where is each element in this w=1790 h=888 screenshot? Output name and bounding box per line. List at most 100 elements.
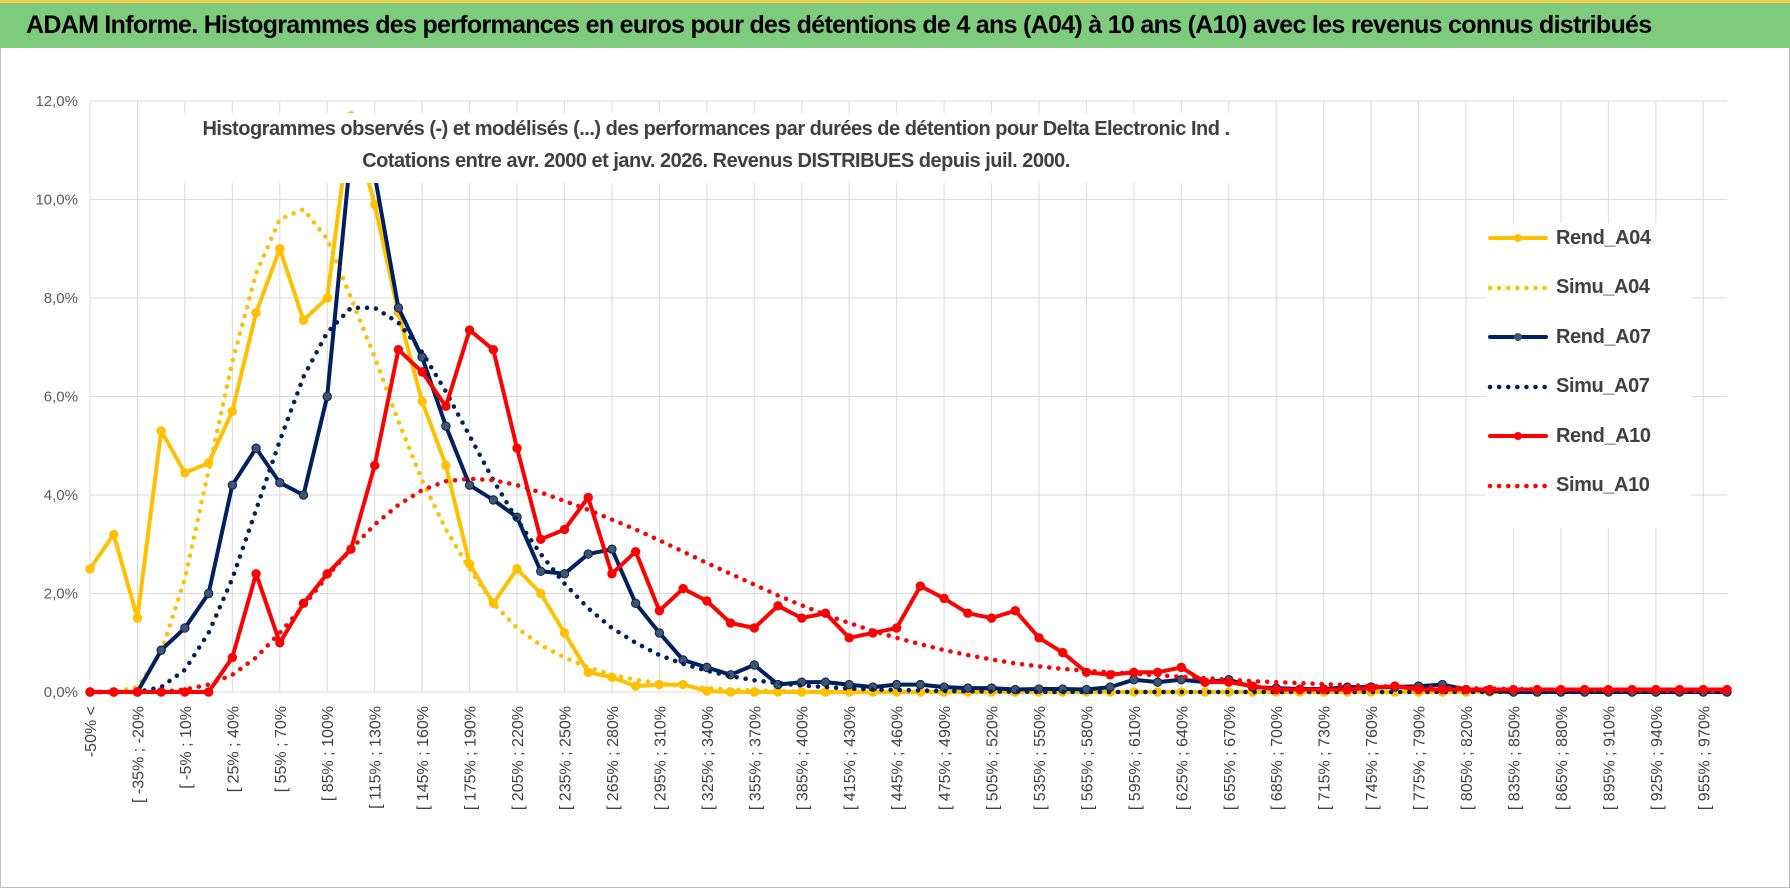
y-tick-label: 4,0% [44, 487, 78, 504]
x-tick-label: [ 925% ; 940% [1649, 706, 1666, 810]
data-point-rend_a10 [417, 367, 427, 377]
data-point-rend_a07 [583, 549, 593, 559]
legend-swatch-simu_a10 [1487, 483, 1549, 488]
chart-title-line-2: Cotations entre avr. 2000 et janv. 2026.… [362, 150, 1070, 172]
x-tick-label: [ 955% ; 970% [1696, 706, 1713, 810]
page-banner: ADAM Informe. Histogrammes des performan… [0, 0, 1790, 48]
data-point-rend_a10 [1271, 684, 1281, 695]
data-point-rend_a04 [441, 460, 451, 471]
legend-marker [1514, 234, 1522, 242]
data-point-rend_a04 [109, 529, 119, 540]
chart-plot: 0,0% 2,0% 4,0% 6,0% 8,0% 10,0% 12,0% -50% < [ -3… [35, 93, 1732, 810]
data-point-rend_a04 [132, 613, 143, 623]
x-tick-label: [ 115% ; 130% [368, 706, 385, 809]
x-tick-label: [ 835% ; 850% [1506, 706, 1523, 810]
data-point-rend_a10 [203, 687, 214, 697]
legend-item-rend_a04: Rend_A04 [1486, 223, 1651, 253]
data-point-rend_a04 [536, 588, 546, 599]
x-tick-label: [ 685% ; 700% [1269, 706, 1286, 810]
data-point-rend_a10 [844, 633, 854, 643]
data-point-rend_a04 [251, 308, 261, 318]
data-point-rend_a04 [417, 396, 427, 407]
data-point-rend_a10 [583, 492, 593, 503]
legend-item-rend_a07: Rend_A07 [1486, 322, 1651, 352]
data-point-rend_a07 [441, 421, 451, 431]
y-tick-label: 12,0% [35, 93, 78, 110]
x-tick-label: [ 355% ; 370% [747, 706, 764, 810]
data-point-rend_a10 [1318, 684, 1329, 695]
data-point-rend_a10 [393, 345, 404, 355]
x-tick-label: [ 385% ; 400% [795, 706, 812, 810]
data-point-rend_a07 [559, 569, 570, 579]
series-line-rend_a10 [88, 328, 1729, 694]
data-point-rend_a04 [298, 315, 309, 325]
x-tick-label: [ -35% ; -20% [130, 706, 147, 803]
x-tick-label: [ 505% ; 520% [985, 706, 1002, 810]
x-tick-label: [ 295% ; 310% [652, 706, 669, 810]
data-point-rend_a07 [203, 588, 214, 599]
data-point-rend_a07 [298, 490, 309, 500]
x-tick-label: [ 25% ; 40% [225, 706, 242, 792]
chart-frame: 0,0% 2,0% 4,0% 6,0% 8,0% 10,0% 12,0% -50% < [ -3… [0, 48, 1790, 888]
x-tick-label: [ 745% ; 760% [1364, 706, 1381, 810]
x-tick-label: [ 535% ; 550% [1032, 706, 1049, 810]
x-tick-label: [ 205% ; 220% [510, 706, 527, 810]
banner-title: ADAM Informe. Histogrammes des performan… [26, 11, 1652, 39]
legend-label: Rend_A07 [1556, 325, 1651, 348]
data-point-rend_a10 [630, 546, 641, 557]
data-point-rend_a04 [583, 667, 593, 677]
data-point-rend_a10 [441, 401, 451, 412]
data-point-rend_a07 [844, 679, 854, 690]
chart-legend: Rend_A04 Simu_A04 Rend_A07 Simu_A07 Rend_A10… [1486, 223, 1691, 528]
data-point-rend_a10 [536, 534, 546, 545]
data-point-rend_a07 [1152, 677, 1163, 687]
legend-swatch-simu_a04 [1487, 285, 1549, 290]
x-tick-label: [ 865% ; 880% [1554, 706, 1571, 810]
data-point-rend_a04 [180, 468, 190, 478]
data-point-rend_a10 [749, 623, 759, 633]
data-point-rend_a07 [275, 477, 285, 488]
data-point-rend_a10 [607, 569, 617, 579]
legend-item-simu_a04: Simu_A04 [1486, 273, 1650, 303]
data-point-rend_a07 [536, 566, 546, 577]
y-tick-label: 8,0% [44, 290, 78, 307]
x-tick-label: [ 325% ; 340% [700, 706, 717, 810]
legend-item-simu_a07: Simu_A07 [1486, 372, 1650, 402]
data-point-rend_a10 [915, 581, 926, 591]
data-point-rend_a04 [322, 293, 332, 303]
x-tick-label: [ 715% ; 730% [1317, 706, 1334, 810]
data-point-rend_a07 [915, 679, 926, 690]
y-tick-label: 0,0% [44, 684, 78, 701]
y-tick-label: 6,0% [44, 389, 78, 406]
data-point-rend_a10 [464, 325, 475, 335]
x-tick-label: [ 445% ; 460% [890, 706, 907, 810]
data-point-rend_a10 [227, 652, 238, 663]
data-point-rend_a07 [393, 303, 404, 313]
legend-label: Simu_A10 [1556, 474, 1650, 496]
data-point-rend_a04 [630, 681, 641, 691]
data-point-rend_a07 [180, 623, 190, 633]
data-point-rend_a10 [654, 606, 665, 616]
legend-item-simu_a10: Simu_A10 [1486, 471, 1650, 501]
x-tick-label: [ 85% ; 100% [320, 706, 337, 801]
x-tick-label: [ 235% ; 250% [557, 706, 574, 810]
data-point-rend_a10 [1010, 606, 1020, 616]
data-point-rend_a10 [1722, 684, 1732, 695]
series-line-simu_a04 [87, 207, 1730, 695]
data-point-rend_a04 [275, 244, 285, 254]
chart-title: Histogrammes observés (-) et modélisés (… [166, 113, 1266, 183]
x-tick-label: [ 775% ; 790% [1412, 706, 1429, 810]
series-line-simu_a07 [87, 305, 1730, 695]
chart-title-line-1: Histogrammes observés (-) et modélisés (… [202, 118, 1230, 140]
data-point-rend_a10 [1058, 647, 1068, 658]
data-point-rend_a10 [702, 596, 712, 606]
x-tick-label: [ 415% ; 430% [842, 706, 859, 810]
x-tick-label: [ 655% ; 670% [1222, 706, 1239, 810]
legend-label: Rend_A10 [1556, 424, 1651, 447]
data-point-rend_a04 [512, 564, 522, 574]
data-point-rend_a07 [749, 660, 759, 670]
data-point-rend_a07 [156, 645, 166, 655]
data-point-rend_a07 [227, 480, 238, 490]
data-point-rend_a10 [1247, 681, 1258, 691]
data-point-rend_a10 [939, 593, 949, 604]
